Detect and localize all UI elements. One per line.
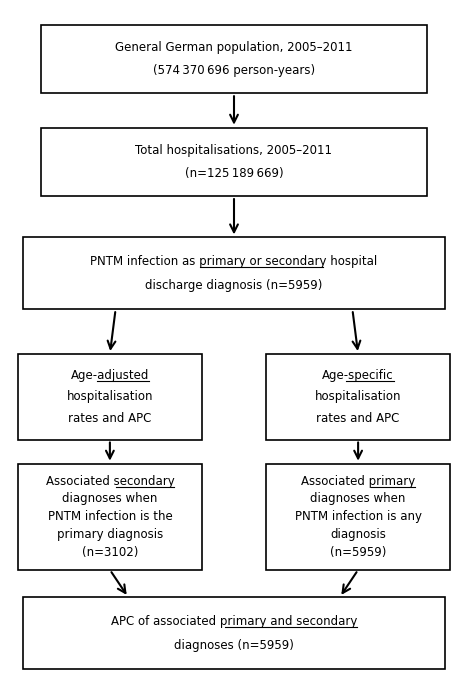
Text: Age-adjusted: Age-adjusted <box>71 369 149 382</box>
FancyBboxPatch shape <box>22 237 446 310</box>
Text: diagnoses when: diagnoses when <box>310 493 406 505</box>
Text: diagnoses when: diagnoses when <box>62 493 158 505</box>
Text: primary diagnosis: primary diagnosis <box>57 528 163 541</box>
Text: APC of associated primary and secondary: APC of associated primary and secondary <box>111 615 357 628</box>
FancyBboxPatch shape <box>266 464 450 570</box>
Text: (n=5959): (n=5959) <box>330 545 386 559</box>
FancyBboxPatch shape <box>18 464 202 570</box>
Text: diagnosis: diagnosis <box>330 528 386 541</box>
Text: (n=125 189 669): (n=125 189 669) <box>185 167 283 180</box>
FancyBboxPatch shape <box>41 128 427 196</box>
Text: (n=3102): (n=3102) <box>82 545 138 559</box>
Text: Total hospitalisations, 2005–2011: Total hospitalisations, 2005–2011 <box>136 144 332 157</box>
FancyBboxPatch shape <box>41 25 427 93</box>
Text: PNTM infection is the: PNTM infection is the <box>48 510 172 523</box>
FancyBboxPatch shape <box>266 354 450 439</box>
Text: General German population, 2005–2011: General German population, 2005–2011 <box>115 41 353 54</box>
Text: (574 370 696 person-years): (574 370 696 person-years) <box>153 64 315 77</box>
Text: Associated primary: Associated primary <box>301 475 415 488</box>
Text: diagnoses (n=5959): diagnoses (n=5959) <box>174 638 294 652</box>
Text: discharge diagnosis (n=5959): discharge diagnosis (n=5959) <box>145 279 323 291</box>
Text: rates and APC: rates and APC <box>316 412 400 425</box>
FancyBboxPatch shape <box>18 354 202 439</box>
Text: PNTM infection as primary or secondary hospital: PNTM infection as primary or secondary h… <box>90 255 378 268</box>
Text: PNTM infection is any: PNTM infection is any <box>295 510 422 523</box>
Text: Age-specific: Age-specific <box>322 369 394 382</box>
FancyBboxPatch shape <box>22 598 446 669</box>
Text: Associated secondary: Associated secondary <box>45 475 174 488</box>
Text: hospitalisation: hospitalisation <box>315 390 402 403</box>
Text: rates and APC: rates and APC <box>68 412 152 425</box>
Text: hospitalisation: hospitalisation <box>66 390 153 403</box>
